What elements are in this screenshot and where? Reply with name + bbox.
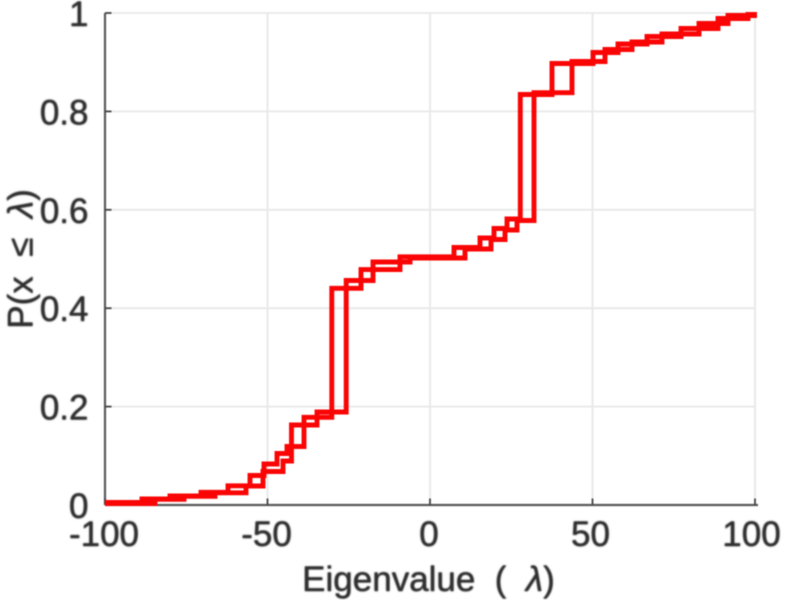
svg-text:100: 100 [722,515,780,554]
svg-text:0: 0 [69,487,88,526]
svg-text:-50: -50 [241,515,292,554]
svg-text:0: 0 [419,515,438,554]
svg-text:50: 50 [571,515,610,554]
svg-text:0.6: 0.6 [40,192,89,231]
svg-text:0.4: 0.4 [40,290,89,329]
svg-text:Eigenvalue ( λ): Eigenvalue ( λ) [302,560,555,599]
svg-text:0.8: 0.8 [40,93,89,132]
svg-text:P(x ≤ λ): P(x ≤ λ) [2,189,41,329]
svg-text:0.2: 0.2 [40,389,89,428]
svg-text:1: 1 [69,0,88,34]
svg-text:-100: -100 [69,515,139,554]
